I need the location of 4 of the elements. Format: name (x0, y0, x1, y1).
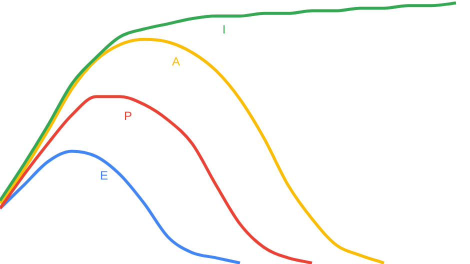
series-label: P (124, 108, 132, 123)
series-label: E (100, 168, 108, 183)
series-label: I (222, 22, 226, 36)
series-label: A (172, 54, 180, 68)
